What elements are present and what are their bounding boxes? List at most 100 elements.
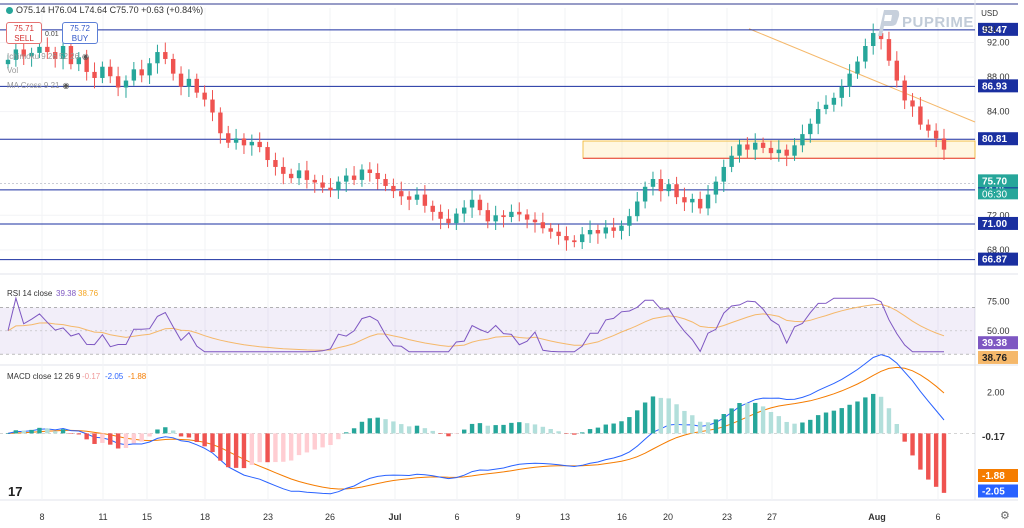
candle-body: [391, 185, 396, 192]
rsi-tag-bg: [978, 336, 1018, 350]
candle-body: [760, 142, 766, 148]
rsi-band: [0, 307, 975, 355]
puprime-logo-icon: [878, 10, 900, 36]
countdown-label: 06:30: [982, 189, 1007, 200]
macd-histogram-bar: [383, 419, 388, 434]
macd-histogram-bar: [210, 433, 215, 453]
ma-cross-label[interactable]: MA Cross 9 21 ◉: [7, 81, 69, 90]
candle-body: [485, 210, 490, 222]
candle-body: [878, 33, 884, 40]
buy-label: BUY: [71, 34, 89, 43]
macd-histogram-bar: [713, 419, 719, 434]
candle-body: [265, 147, 270, 161]
time-tick-label: Aug: [868, 512, 886, 522]
candle-body: [776, 149, 782, 154]
sell-button[interactable]: 75.71 SELL: [6, 22, 42, 44]
macd-histogram-bar: [21, 430, 26, 434]
macd-histogram-bar: [540, 426, 546, 434]
candle-body: [399, 191, 404, 197]
macd-hist-value: -0.17: [82, 372, 101, 381]
candle-body: [611, 227, 616, 231]
candle-body: [650, 179, 656, 187]
level-tag: 71.00: [982, 219, 1007, 230]
candle-body: [226, 133, 231, 143]
eye-icon[interactable]: ◉: [62, 81, 70, 90]
candle-body: [564, 236, 569, 241]
candle-body: [304, 170, 310, 180]
macd-histogram-bar: [579, 432, 585, 434]
macd-histogram-bar: [194, 433, 199, 443]
time-tick-label: 16: [617, 512, 627, 522]
rsi-value: 39.38: [56, 289, 77, 298]
currency-label[interactable]: USD: [981, 9, 998, 18]
rsi-ma-tag-bg: [978, 350, 1018, 364]
macd-histogram-bar: [186, 433, 192, 438]
macd-histogram-bar: [784, 421, 789, 434]
candle-body: [540, 222, 546, 229]
macd-histogram-bar: [226, 433, 231, 468]
macd-histogram-bar: [45, 428, 50, 434]
sell-price: 75.71: [13, 24, 35, 33]
candle-body: [367, 169, 373, 173]
price-tick-label: 88.00: [987, 72, 1010, 82]
macd-histogram-bar: [13, 430, 19, 434]
macd-histogram-bar: [855, 401, 860, 434]
macd-hist-tag-bg: [978, 429, 1018, 443]
macd-histogram-bar: [249, 433, 255, 465]
candle-body: [288, 173, 294, 179]
macd-histogram-bar: [587, 429, 593, 434]
candle-body: [454, 213, 459, 224]
candle-body: [933, 130, 939, 139]
macd-histogram-bar: [336, 433, 341, 440]
candle-body: [438, 211, 443, 219]
macd-histogram-bar: [894, 423, 900, 434]
candle-body: [328, 187, 333, 191]
price-tick-label: 72.00: [987, 210, 1010, 220]
candle-body: [682, 197, 687, 203]
ma-cross-text: MA Cross 9 21: [7, 81, 60, 90]
macd-histogram-bar: [863, 397, 868, 434]
macd-histogram-bar: [682, 410, 687, 434]
price-tick-label: 68.00: [987, 245, 1010, 255]
macd-histogram-bar: [572, 433, 577, 435]
macd-histogram-bar: [595, 427, 601, 434]
macd-histogram-bar: [139, 433, 144, 442]
macd-tag-bg: [978, 484, 1018, 498]
candle-body: [855, 61, 860, 74]
level-tag: 93.47: [982, 25, 1007, 36]
tradingview-logo[interactable]: 17: [8, 484, 23, 499]
unit-label[interactable]: BLL: [983, 25, 998, 34]
macd-histogram-bar: [815, 415, 821, 434]
candle-body: [823, 104, 829, 110]
candle-body: [375, 172, 380, 180]
ohlc-header: O75.14 H76.04 L74.64 C75.70 +0.63 (+0.84…: [6, 5, 203, 15]
macd-histogram-bar: [705, 422, 711, 434]
candle-body: [627, 216, 632, 226]
ichimoku-text: Ichimoku 9 26 52 26: [7, 52, 80, 61]
gear-icon[interactable]: ⚙: [1000, 510, 1010, 522]
candle-body: [871, 33, 876, 47]
macd-tick-label: 2.00: [987, 387, 1005, 397]
time-tick-label: 26: [325, 512, 335, 522]
macd-histogram-bar: [281, 433, 286, 462]
candle-body: [312, 179, 317, 183]
buy-button[interactable]: 75.72 BUY: [62, 22, 98, 44]
candle-body: [76, 57, 81, 65]
macd-signal-value: -1.88: [128, 372, 147, 381]
candle-body: [249, 141, 255, 146]
ichimoku-label[interactable]: Ichimoku 9 26 52 26 ◉: [7, 52, 89, 61]
eye-icon[interactable]: ◉: [82, 52, 90, 61]
macd-histogram-bar: [52, 431, 58, 434]
candle-body: [509, 211, 514, 218]
macd-histogram-bar: [933, 433, 939, 487]
macd-histogram-bar: [147, 433, 152, 437]
vol-label[interactable]: Vol: [7, 66, 18, 75]
macd-histogram-bar: [218, 433, 223, 461]
candle-body: [422, 194, 428, 206]
macd-histogram-bar: [241, 433, 247, 469]
candle-body: [406, 196, 412, 200]
candle-body: [808, 123, 813, 135]
macd-signal-line: [7, 366, 945, 490]
candle-body: [768, 147, 774, 154]
